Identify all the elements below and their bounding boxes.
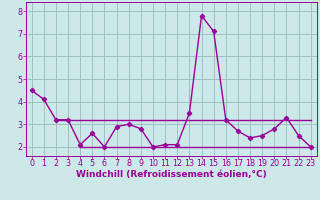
X-axis label: Windchill (Refroidissement éolien,°C): Windchill (Refroidissement éolien,°C) [76,170,267,179]
